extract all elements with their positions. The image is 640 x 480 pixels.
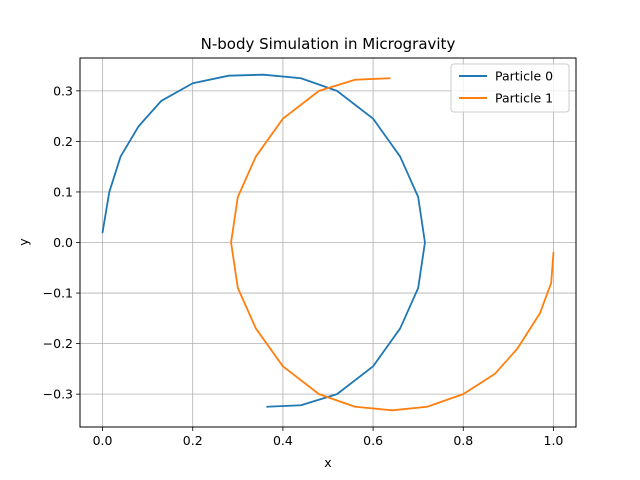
x-axis-label: x <box>324 455 331 470</box>
series-line-particle-0 <box>101 73 426 408</box>
x-tick-label: 0.8 <box>453 433 473 448</box>
x-axis-ticks: 0.0 0.2 0.4 0.6 0.8 1.0 <box>93 427 564 448</box>
y-tick-label: −0.3 <box>43 387 73 402</box>
legend-label-particle-1: Particle 1 <box>495 91 553 106</box>
legend-label-particle-0: Particle 0 <box>495 69 553 84</box>
y-tick-label: 0.3 <box>53 83 73 98</box>
y-tick-label: 0.2 <box>53 134 73 149</box>
chart-title: N-body Simulation in Microgravity <box>201 35 456 53</box>
y-tick-label: −0.2 <box>43 336 73 351</box>
y-axis-ticks: −0.3 −0.2 −0.1 0.0 0.1 0.2 0.3 <box>43 83 80 402</box>
x-tick-label: 0.2 <box>183 433 203 448</box>
series-line-particle-1 <box>230 77 555 412</box>
y-tick-label: −0.1 <box>43 286 73 301</box>
series-layer <box>101 73 555 412</box>
y-axis-label: y <box>16 238 31 246</box>
x-tick-label: 0.4 <box>273 433 293 448</box>
x-tick-label: 0.0 <box>93 433 113 448</box>
legend: Particle 0 Particle 1 <box>450 63 570 113</box>
x-tick-label: 1.0 <box>544 433 564 448</box>
y-tick-label: 0.0 <box>53 235 73 250</box>
x-tick-label: 0.6 <box>363 433 383 448</box>
y-tick-label: 0.1 <box>53 184 73 199</box>
